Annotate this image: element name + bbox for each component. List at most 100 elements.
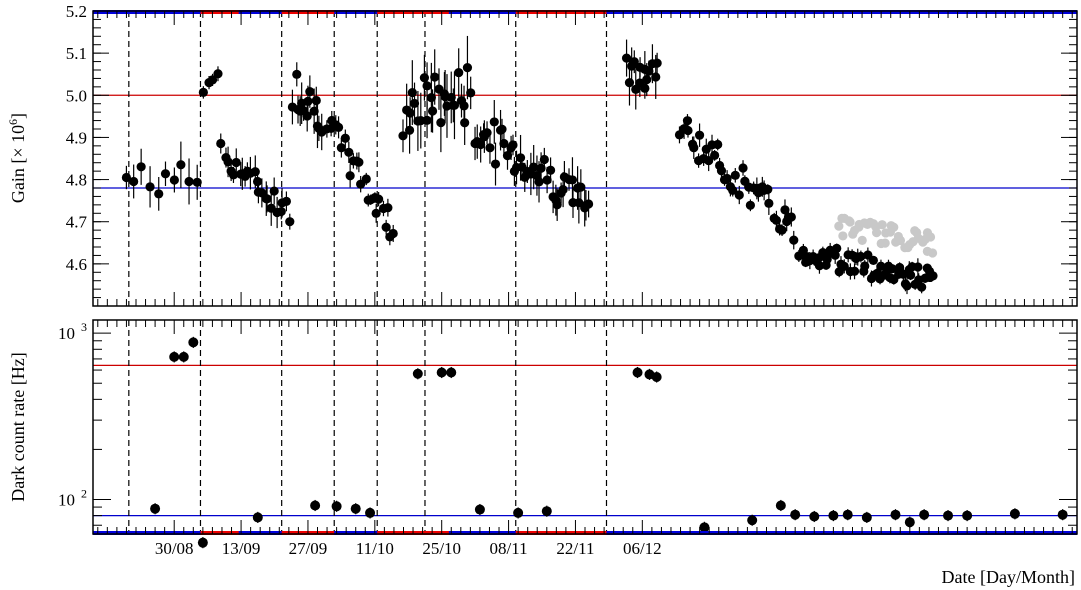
date-x-tick-label: 30/08 xyxy=(155,539,194,558)
gain-point-grey xyxy=(834,221,844,231)
gain-point xyxy=(734,190,744,200)
gain-point xyxy=(895,262,905,273)
gain-point xyxy=(694,130,705,140)
gain-point xyxy=(822,254,832,264)
gain-point xyxy=(371,208,381,218)
gain-data-points xyxy=(121,35,938,295)
gain-point xyxy=(462,62,473,73)
gain-point xyxy=(184,176,194,187)
gain-point xyxy=(868,255,878,265)
gain-point xyxy=(129,176,139,187)
gain-point xyxy=(728,185,738,195)
gain-point xyxy=(207,75,218,85)
dark-count-point xyxy=(188,337,199,348)
date-x-tick-label: 06/12 xyxy=(623,539,662,558)
gain-point xyxy=(409,98,420,109)
gain-y-tick-label: 4.7 xyxy=(66,213,88,232)
period-dividers xyxy=(128,320,608,534)
gain-point xyxy=(176,160,186,170)
dark-count-point xyxy=(1009,508,1020,519)
dark-count-point xyxy=(365,507,376,518)
gain-point xyxy=(285,217,295,227)
gain-point-grey xyxy=(871,228,882,238)
gain-y-axis: 4.6 4.7 4.8 4.9 5.0 5.1 5.2 xyxy=(66,2,1077,299)
date-x-tick-label: 22/11 xyxy=(556,539,594,558)
gain-point xyxy=(404,125,415,135)
dark-count-point xyxy=(331,501,342,512)
gain-point xyxy=(489,117,499,127)
gain-point xyxy=(422,81,432,91)
dark-count-point xyxy=(775,500,786,511)
date-x-tick-label: 27/09 xyxy=(289,539,328,558)
gain-point-grey xyxy=(857,235,867,246)
gain-point xyxy=(584,199,594,209)
gain-point-grey xyxy=(845,217,855,227)
gain-point xyxy=(849,266,860,276)
gain-point xyxy=(887,264,897,274)
gain-point xyxy=(459,101,469,111)
gain-point xyxy=(262,194,272,204)
gain-point xyxy=(906,270,916,280)
date-x-tick-label: 13/09 xyxy=(222,539,261,558)
gain-point xyxy=(542,175,552,185)
dark-count-point xyxy=(350,503,361,514)
gain-point xyxy=(534,177,544,187)
dark-count-point xyxy=(842,509,853,520)
gain-point xyxy=(624,78,635,88)
dark-count-point xyxy=(943,510,954,521)
gain-point xyxy=(682,116,693,126)
gain-point xyxy=(383,203,393,213)
dark-count-point xyxy=(632,367,643,378)
gain-point xyxy=(303,96,313,106)
gain-point xyxy=(567,175,578,185)
gain-point xyxy=(398,131,408,141)
gain-point xyxy=(928,271,938,281)
dark-count-point xyxy=(541,506,552,517)
dark-count-point xyxy=(699,522,710,533)
gain-point xyxy=(789,235,799,245)
gain-point xyxy=(311,95,321,106)
dark-count-point xyxy=(861,512,872,523)
dark-count-panel: 10 2 10 3 30/08 13/09 27/09 11/10 25/10 08/11 22/… xyxy=(8,319,1078,558)
period-dividers xyxy=(128,11,608,306)
gain-point xyxy=(710,150,720,161)
gain-panel-frame xyxy=(92,10,1078,307)
dark-count-reference-lines xyxy=(93,364,1077,517)
gain-point xyxy=(499,138,509,149)
gain-point xyxy=(388,228,398,239)
gain-point xyxy=(497,124,507,134)
dark-count-point xyxy=(747,515,758,526)
gain-point xyxy=(745,200,755,210)
gain-point-grey xyxy=(925,232,936,242)
gain-point xyxy=(305,87,315,97)
gain-point xyxy=(354,157,364,167)
gain-point xyxy=(340,133,350,143)
gain-point xyxy=(860,261,870,271)
gain-point xyxy=(466,88,476,98)
gain-point xyxy=(231,157,241,168)
gain-point-grey xyxy=(927,248,938,258)
gain-point xyxy=(558,185,568,195)
gain-point xyxy=(485,143,495,153)
gain-point xyxy=(422,115,432,125)
dark-count-point xyxy=(150,503,161,514)
dark-count-point xyxy=(651,372,662,383)
gain-point xyxy=(476,139,486,150)
gain-point xyxy=(344,147,354,157)
gain-point xyxy=(536,163,546,173)
gain-point xyxy=(281,196,291,206)
gain-point xyxy=(216,138,226,149)
gain-point xyxy=(292,69,302,79)
gain-point xyxy=(830,250,840,260)
gain-point xyxy=(436,118,446,128)
gain-point xyxy=(814,261,825,271)
dark-count-y-axis-title: Dark count rate [Hz] xyxy=(8,352,28,501)
gain-point xyxy=(169,175,179,185)
gain-point xyxy=(515,153,526,163)
gain-point xyxy=(913,262,923,272)
gain-point xyxy=(361,174,371,184)
gain-point xyxy=(250,167,260,177)
gain-point xyxy=(374,194,384,204)
gain-point xyxy=(651,72,661,82)
gain-point xyxy=(502,151,513,161)
